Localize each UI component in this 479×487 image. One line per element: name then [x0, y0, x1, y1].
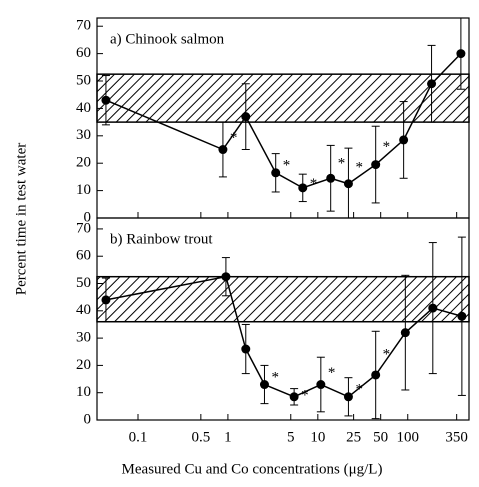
data-point	[298, 183, 308, 193]
significance-mark: *	[271, 369, 279, 385]
reference-band	[96, 275, 470, 323]
y-tick-label: 40	[76, 100, 91, 116]
y-tick-label: 20	[76, 357, 91, 373]
significance-mark: *	[230, 130, 238, 146]
data-point	[343, 392, 353, 402]
data-point	[101, 95, 111, 105]
plot-frame	[96, 217, 470, 421]
data-point	[427, 79, 437, 89]
y-tick-label: 50	[76, 275, 91, 291]
x-tick-label: 1	[224, 429, 232, 445]
y-tick-label: 60	[76, 45, 91, 61]
significance-mark: *	[301, 388, 309, 404]
data-point	[371, 160, 381, 170]
y-tick-label: 10	[76, 182, 91, 198]
data-point	[101, 295, 111, 305]
data-point	[241, 112, 251, 122]
significance-mark: *	[328, 365, 336, 381]
data-point	[399, 135, 409, 145]
significance-mark: *	[310, 176, 318, 192]
y-tick-label: 0	[84, 411, 92, 427]
data-point	[428, 303, 438, 313]
data-point	[326, 173, 336, 183]
x-axis-label: Measured Cu and Co concentrations (μg/L)	[122, 461, 383, 477]
x-tick-label: 100	[396, 429, 419, 445]
significance-mark: *	[383, 139, 391, 155]
panel-title: b) Rainbow trout	[110, 231, 213, 247]
significance-mark: *	[383, 346, 391, 362]
significance-mark: *	[355, 382, 363, 398]
data-point	[316, 380, 326, 390]
y-tick-label: 30	[76, 127, 91, 143]
data-point	[343, 179, 353, 189]
x-tick-label: 50	[373, 429, 388, 445]
y-tick-label: 40	[76, 302, 91, 318]
y-tick-label: 70	[76, 18, 91, 34]
x-tick-label: 5	[287, 429, 295, 445]
y-axis-label: Percent time in test water	[13, 143, 29, 295]
data-point	[371, 370, 381, 380]
panel-title: a) Chinook salmon	[110, 31, 225, 47]
significance-mark: *	[283, 158, 291, 174]
significance-mark: *	[355, 160, 363, 176]
significance-mark: *	[338, 156, 346, 172]
data-point	[456, 49, 466, 59]
data-point	[289, 392, 299, 402]
reference-band	[96, 73, 470, 123]
data-point	[400, 328, 410, 338]
y-tick-label: 10	[76, 384, 91, 400]
y-tick-label: 50	[76, 72, 91, 88]
data-point	[218, 145, 228, 155]
x-tick-label: 10	[310, 429, 325, 445]
x-tick-label: 350	[445, 429, 468, 445]
data-point	[457, 311, 467, 321]
data-point	[221, 272, 231, 282]
data-point	[241, 344, 251, 354]
x-tick-label: 0.5	[191, 429, 210, 445]
y-tick-label: 0	[84, 209, 92, 225]
y-tick-label: 60	[76, 248, 91, 264]
data-point	[259, 380, 269, 390]
data-point	[271, 168, 281, 178]
x-tick-label: 25	[346, 429, 361, 445]
x-tick-label: 0.1	[129, 429, 148, 445]
y-tick-label: 20	[76, 155, 91, 171]
y-tick-label: 70	[76, 220, 91, 236]
y-tick-label: 30	[76, 330, 91, 346]
